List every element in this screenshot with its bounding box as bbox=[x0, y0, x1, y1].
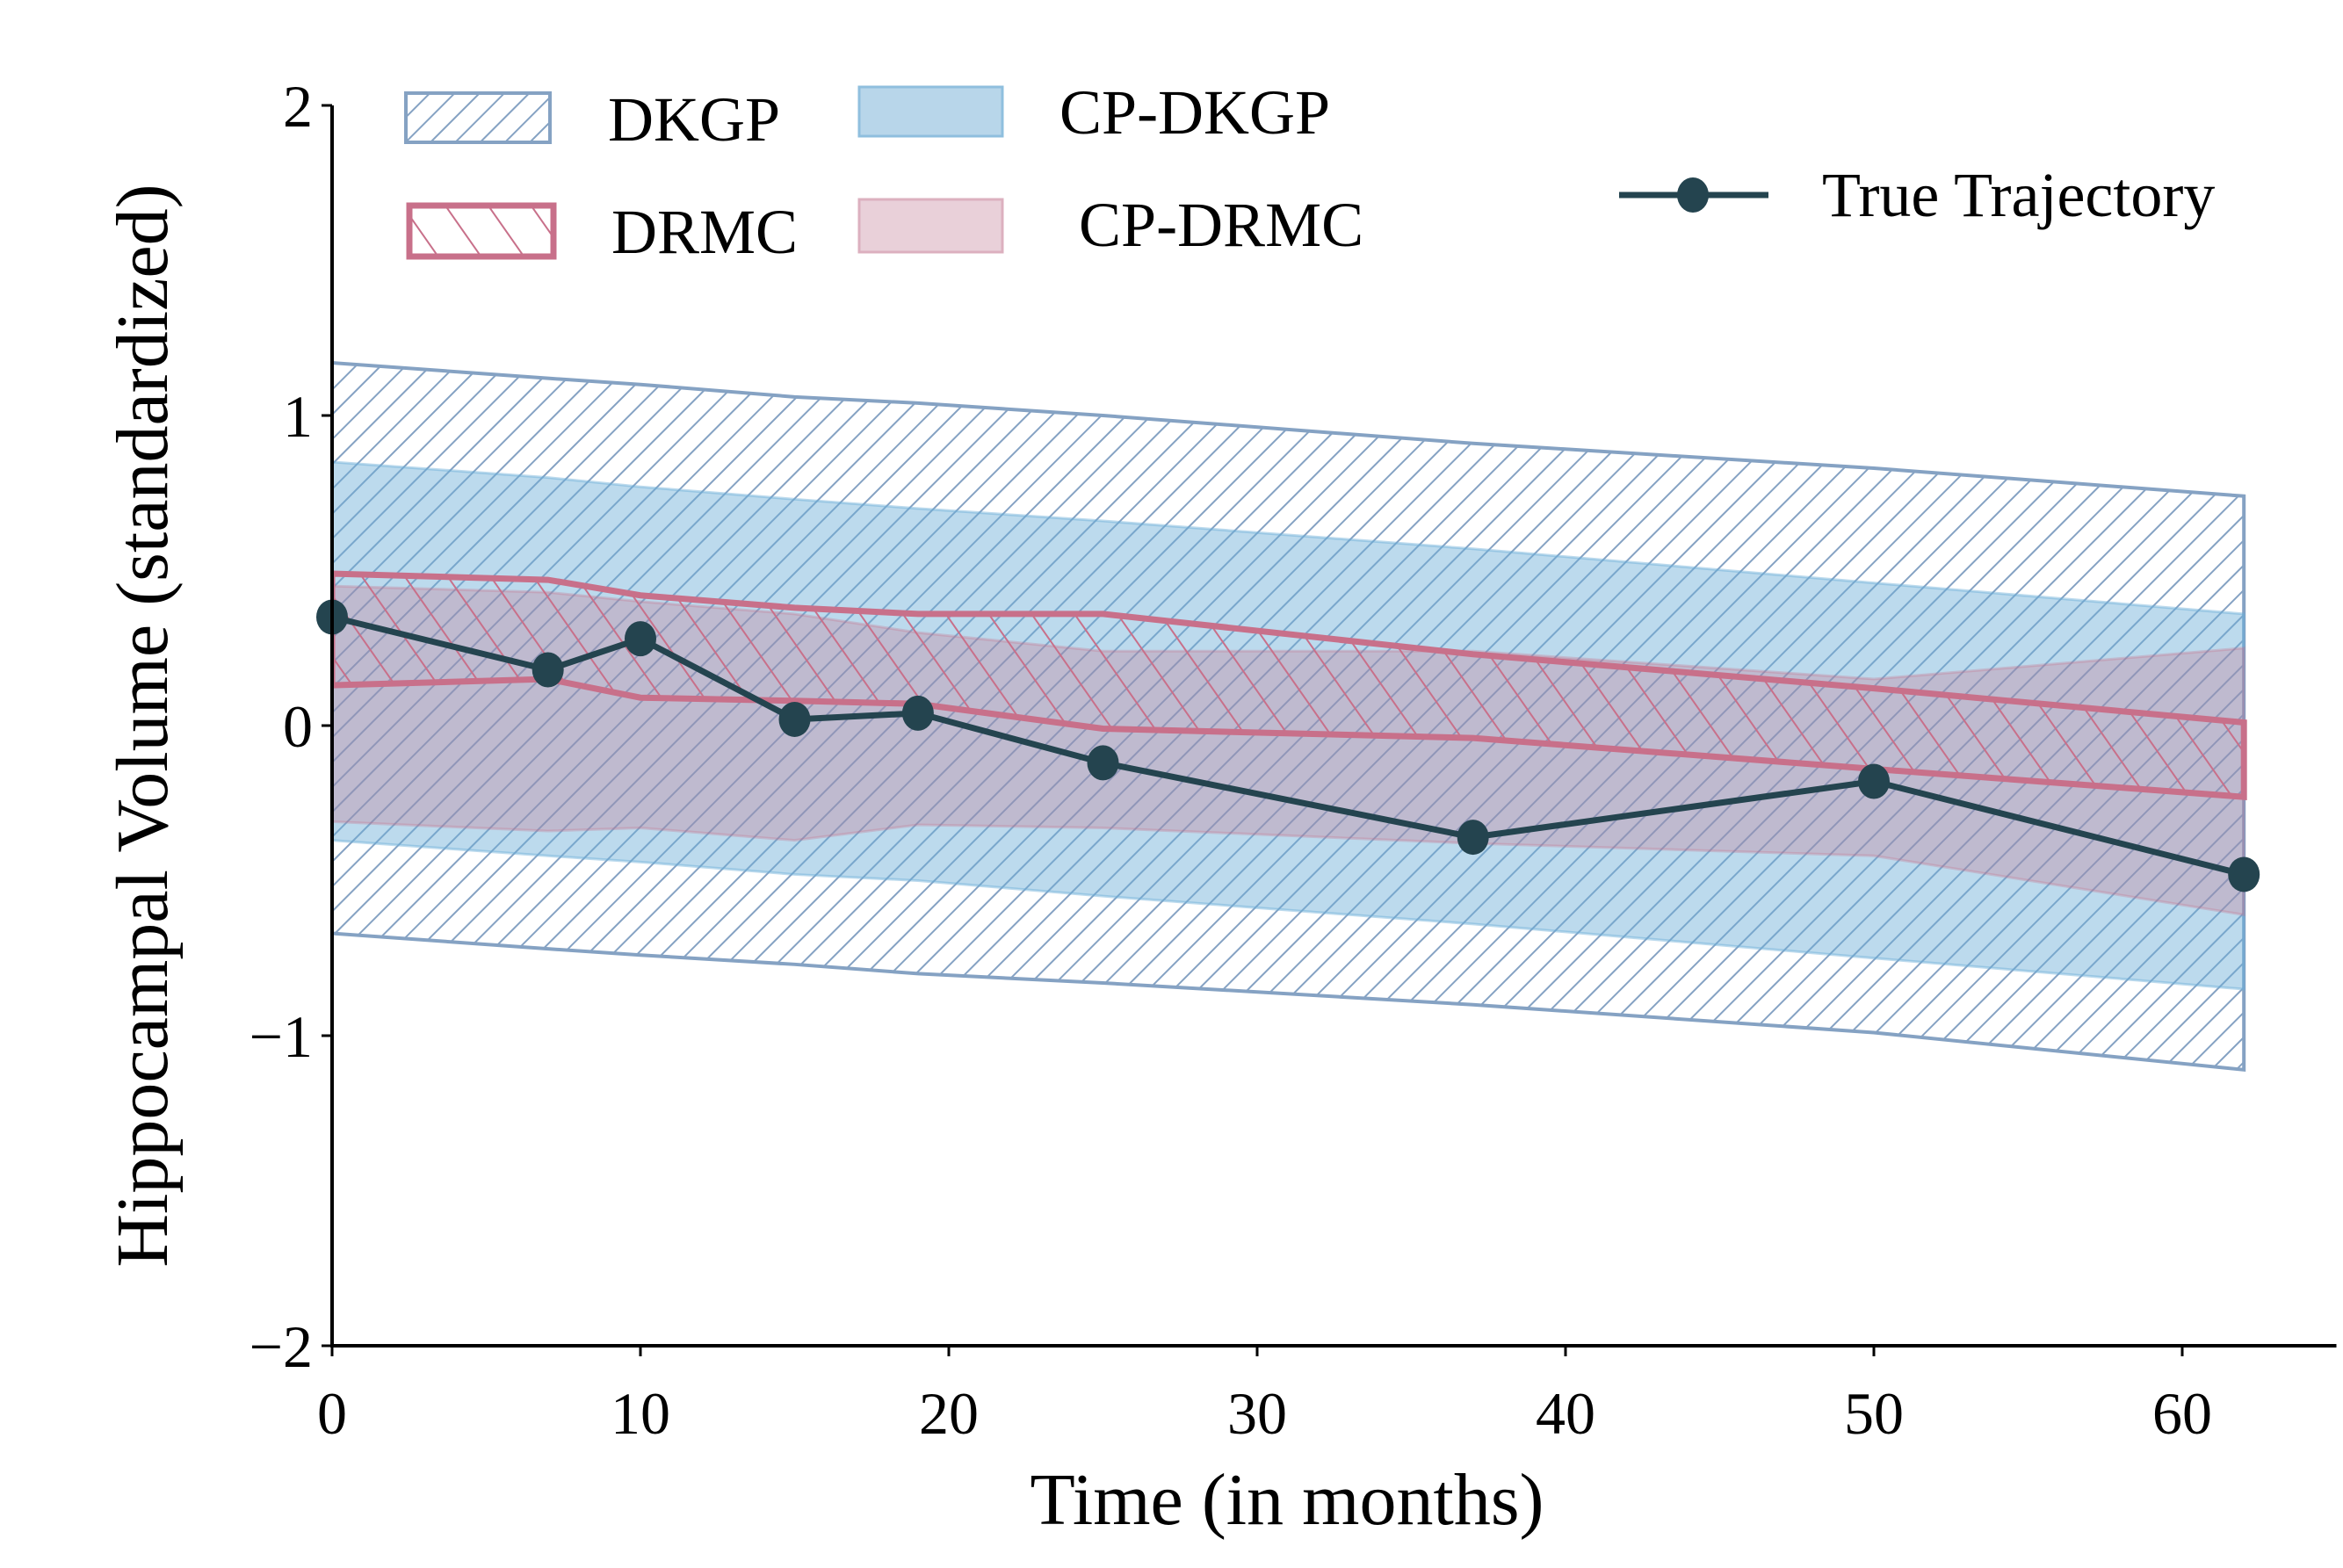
data-point bbox=[625, 621, 656, 657]
legend-label-drmc: DRMC bbox=[611, 197, 798, 267]
x-tick-label: 50 bbox=[1844, 1380, 1904, 1447]
data-point bbox=[778, 701, 811, 737]
legend-label-dkgp: DKGP bbox=[608, 84, 780, 155]
legend-swatch-cp-drmc bbox=[857, 198, 1004, 254]
x-tick-label: 30 bbox=[1227, 1380, 1287, 1447]
data-point bbox=[1087, 745, 1119, 781]
legend-swatch-cp-dkgp bbox=[857, 85, 1004, 138]
y-tick-label: 0 bbox=[283, 693, 313, 760]
data-point bbox=[1457, 820, 1489, 856]
legend-label-cp-drmc: CP-DRMC bbox=[1079, 190, 1363, 260]
y-tick-label: 2 bbox=[283, 73, 313, 140]
band-drmc bbox=[332, 570, 2247, 800]
axes: 0 10 20 30 40 50 60 −2 −1 0 1 2 bbox=[249, 73, 2337, 1447]
data-point bbox=[1858, 763, 1890, 799]
data-point bbox=[532, 652, 564, 688]
x-tick-label: 20 bbox=[919, 1380, 979, 1447]
x-tick-label: 40 bbox=[1536, 1380, 1595, 1447]
data-point bbox=[2228, 856, 2260, 892]
legend-marker bbox=[1677, 177, 1709, 213]
x-tick-label: 60 bbox=[2152, 1380, 2212, 1447]
y-axis-label: Hippocampal Volume (standardized) bbox=[102, 184, 184, 1267]
bands bbox=[332, 360, 2247, 1073]
legend-label-cp-dkgp: CP-DKGP bbox=[1059, 77, 1330, 148]
legend-label-true-trajectory: True Trajectory bbox=[1822, 160, 2215, 230]
x-tick-label: 0 bbox=[317, 1380, 347, 1447]
data-point bbox=[901, 695, 934, 731]
y-tick-label: 1 bbox=[283, 383, 313, 450]
y-tick-label: −2 bbox=[249, 1313, 313, 1380]
legend: DKGP CP-DKGP CP-DRMC DRMC True Trajectory bbox=[404, 77, 2215, 267]
x-tick-label: 10 bbox=[611, 1380, 670, 1447]
true-trajectory-series bbox=[316, 599, 2260, 892]
y-tick-label: −1 bbox=[249, 1003, 313, 1070]
legend-swatch-dkgp bbox=[404, 91, 552, 144]
legend-swatch-drmc bbox=[406, 202, 557, 260]
x-axis-label: Time (in months) bbox=[1030, 1459, 1544, 1541]
